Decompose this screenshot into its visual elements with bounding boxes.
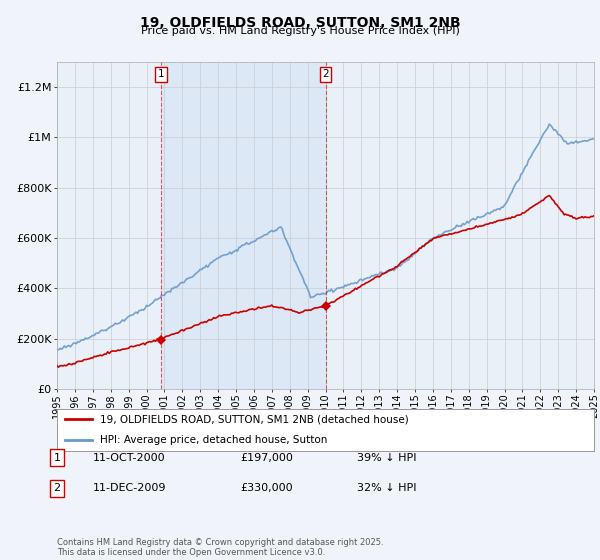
Text: 2: 2	[53, 483, 61, 493]
Bar	[161, 62, 325, 389]
Text: 2: 2	[322, 69, 329, 79]
Text: Contains HM Land Registry data © Crown copyright and database right 2025.
This d: Contains HM Land Registry data © Crown c…	[57, 538, 383, 557]
Text: 39% ↓ HPI: 39% ↓ HPI	[357, 452, 416, 463]
Text: 11-DEC-2009: 11-DEC-2009	[93, 483, 167, 493]
Text: £197,000: £197,000	[240, 452, 293, 463]
Text: Price paid vs. HM Land Registry's House Price Index (HPI): Price paid vs. HM Land Registry's House …	[140, 26, 460, 36]
Text: 11-OCT-2000: 11-OCT-2000	[93, 452, 166, 463]
Text: 1: 1	[157, 69, 164, 79]
Text: 1: 1	[53, 452, 61, 463]
Text: 19, OLDFIELDS ROAD, SUTTON, SM1 2NB (detached house): 19, OLDFIELDS ROAD, SUTTON, SM1 2NB (det…	[100, 414, 409, 424]
Text: £330,000: £330,000	[240, 483, 293, 493]
Text: 19, OLDFIELDS ROAD, SUTTON, SM1 2NB: 19, OLDFIELDS ROAD, SUTTON, SM1 2NB	[140, 16, 460, 30]
Text: HPI: Average price, detached house, Sutton: HPI: Average price, detached house, Sutt…	[100, 435, 328, 445]
Text: 32% ↓ HPI: 32% ↓ HPI	[357, 483, 416, 493]
